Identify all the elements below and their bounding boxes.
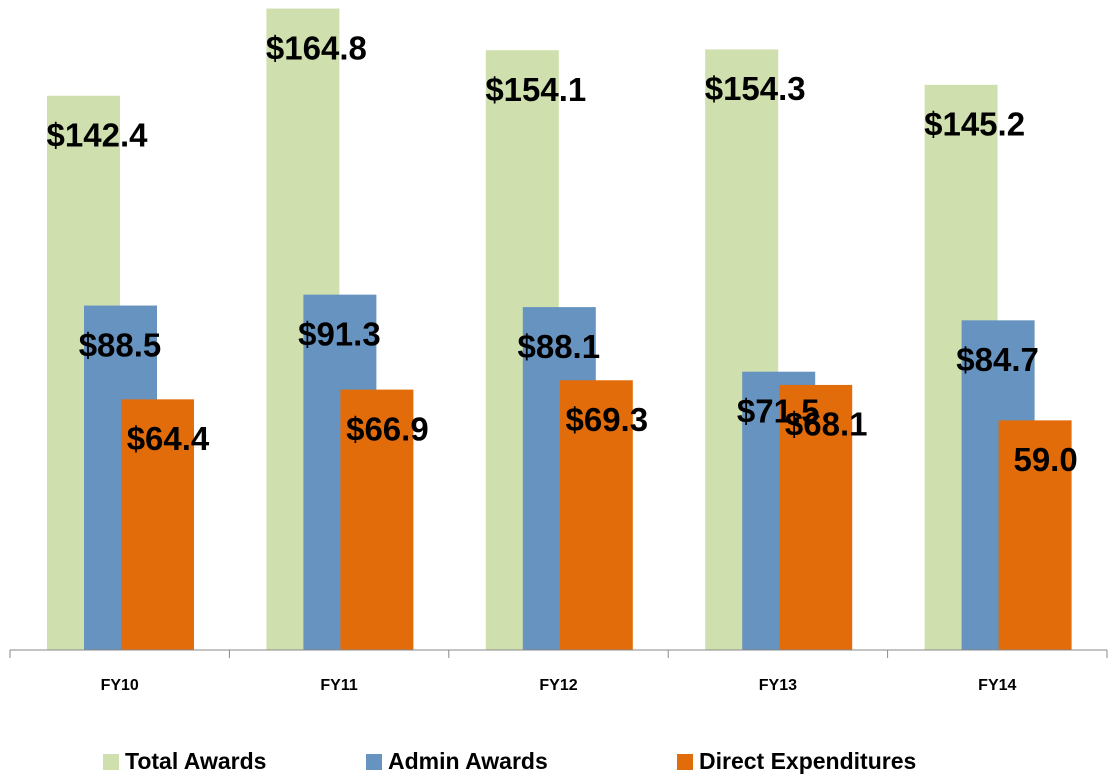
value-label: $68.1 bbox=[785, 406, 868, 443]
value-label: $64.4 bbox=[127, 420, 210, 457]
legend-label: Total Awards bbox=[125, 748, 266, 774]
value-label: $69.3 bbox=[566, 401, 649, 438]
legend-label: Admin Awards bbox=[388, 748, 548, 774]
value-label: $84.7 bbox=[956, 341, 1039, 378]
value-label: $145.2 bbox=[924, 106, 1025, 143]
x-tick-label: FY14 bbox=[978, 677, 1016, 694]
x-tick-label: FY10 bbox=[101, 677, 139, 694]
bar bbox=[998, 420, 1072, 650]
bar bbox=[779, 384, 853, 650]
bar bbox=[340, 389, 414, 650]
value-label: $66.9 bbox=[346, 410, 429, 447]
value-label: $164.8 bbox=[266, 29, 367, 66]
bar bbox=[559, 380, 633, 650]
value-label: $154.1 bbox=[485, 71, 586, 108]
legend-swatch bbox=[103, 754, 119, 770]
value-label: $71.5 bbox=[737, 392, 820, 429]
value-label: $91.3 bbox=[298, 315, 381, 352]
x-tick-label: FY12 bbox=[539, 677, 577, 694]
legend-swatch bbox=[677, 754, 693, 770]
value-label: $88.5 bbox=[79, 326, 162, 363]
x-tick-label: FY11 bbox=[320, 677, 357, 694]
x-tick-label: FY13 bbox=[759, 677, 797, 694]
legend-label: Direct Expenditures bbox=[699, 748, 916, 774]
value-label: $88.1 bbox=[518, 328, 601, 365]
value-label: 59.0 bbox=[1013, 441, 1077, 478]
value-label: $142.4 bbox=[47, 116, 149, 153]
value-label: $154.3 bbox=[705, 70, 806, 107]
bar bbox=[121, 399, 194, 650]
legend-swatch bbox=[366, 754, 382, 770]
